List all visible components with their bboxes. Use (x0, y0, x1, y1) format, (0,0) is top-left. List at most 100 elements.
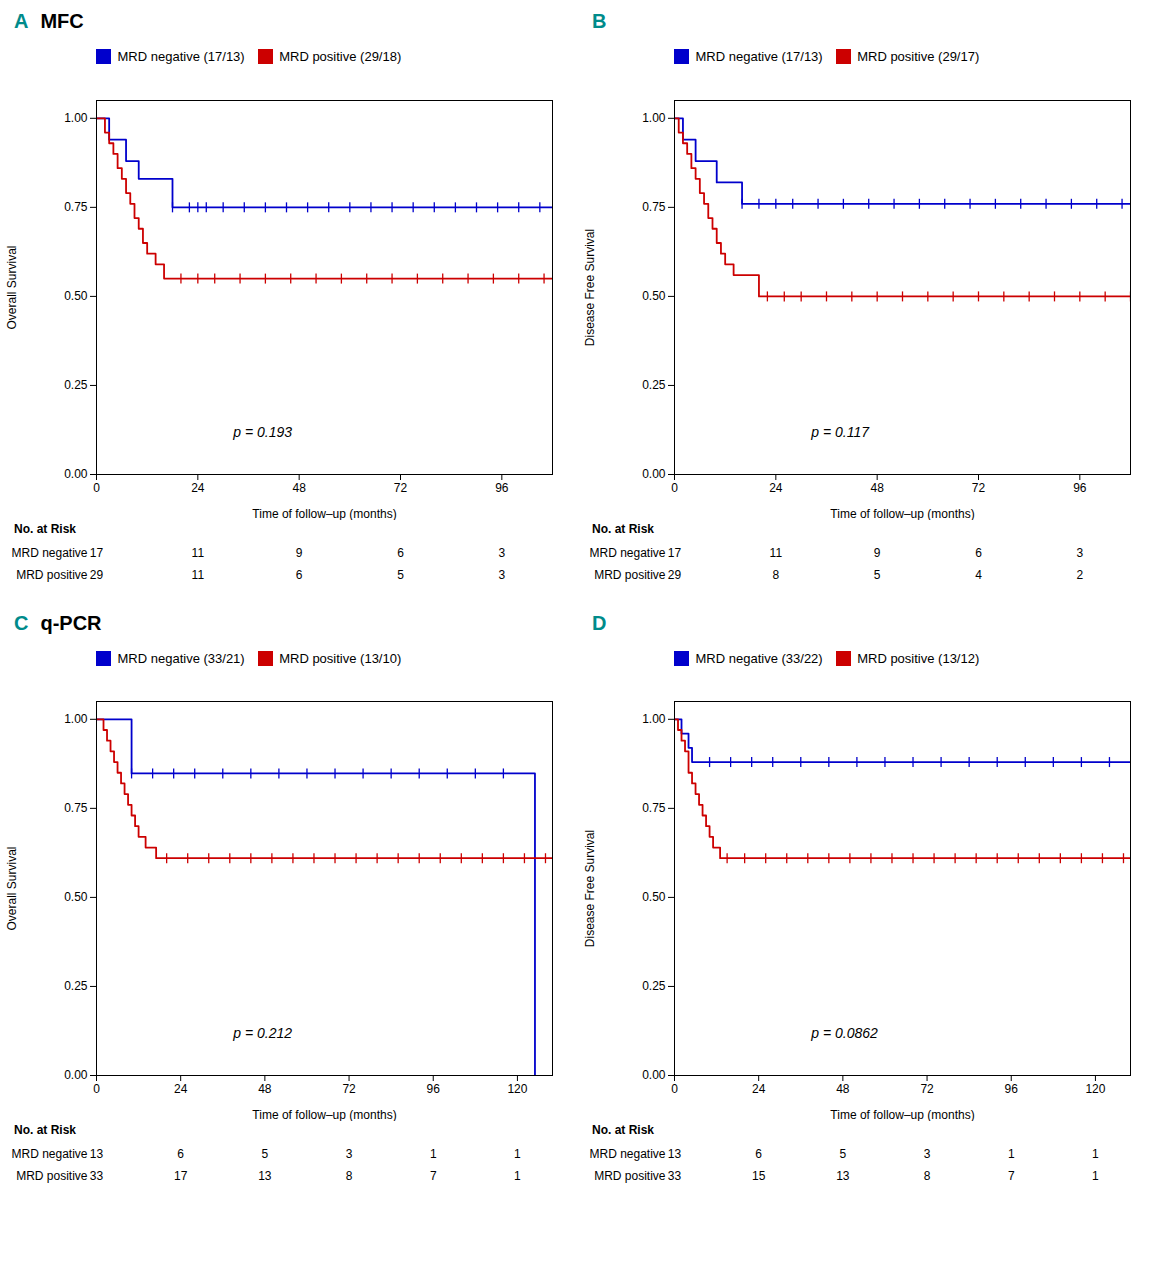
svg-text:17: 17 (668, 546, 682, 560)
svg-text:0.75: 0.75 (64, 200, 88, 214)
svg-text:5: 5 (397, 568, 404, 582)
svg-text:0.00: 0.00 (64, 1068, 88, 1082)
svg-text:9: 9 (296, 546, 303, 560)
svg-text:Disease Free Survival: Disease Free Survival (583, 228, 597, 345)
svg-text:0.25: 0.25 (642, 979, 666, 993)
svg-text:p = 0.212: p = 0.212 (232, 1025, 292, 1041)
svg-text:Time of follow–up (months): Time of follow–up (months) (830, 1108, 974, 1122)
svg-text:3: 3 (1076, 546, 1083, 560)
svg-text:11: 11 (192, 546, 205, 560)
svg-text:8: 8 (772, 568, 779, 582)
svg-text:96: 96 (427, 1082, 441, 1096)
svg-text:13: 13 (90, 1147, 104, 1161)
svg-text:Time of follow–up (months): Time of follow–up (months) (252, 1108, 396, 1122)
svg-text:72: 72 (972, 481, 986, 495)
svg-text:1.00: 1.00 (642, 111, 666, 125)
svg-text:48: 48 (836, 1082, 850, 1096)
svg-text:0.25: 0.25 (64, 378, 88, 392)
svg-text:3: 3 (498, 568, 505, 582)
svg-text:p = 0.193: p = 0.193 (232, 424, 292, 440)
svg-text:1.00: 1.00 (64, 111, 88, 125)
svg-text:6: 6 (975, 546, 982, 560)
svg-text:Time of follow–up (months): Time of follow–up (months) (830, 506, 974, 520)
svg-text:7: 7 (430, 1169, 437, 1183)
svg-text:8: 8 (924, 1169, 931, 1183)
svg-text:0.25: 0.25 (64, 979, 88, 993)
svg-text:MRD positive: MRD positive (594, 1169, 666, 1183)
svg-text:1: 1 (1092, 1147, 1099, 1161)
svg-text:MRD negative: MRD negative (11, 546, 87, 560)
svg-text:0.50: 0.50 (64, 890, 88, 904)
svg-text:0: 0 (93, 1082, 100, 1096)
svg-text:11: 11 (192, 568, 205, 582)
svg-text:17: 17 (90, 546, 104, 560)
svg-text:Overall Survival: Overall Survival (5, 846, 19, 930)
svg-text:48: 48 (870, 481, 884, 495)
svg-text:Time of follow–up (months): Time of follow–up (months) (252, 506, 396, 520)
svg-text:7: 7 (1008, 1169, 1015, 1183)
svg-text:4: 4 (975, 568, 982, 582)
svg-text:5: 5 (874, 568, 881, 582)
svg-text:120: 120 (507, 1082, 527, 1096)
svg-text:8: 8 (346, 1169, 353, 1183)
svg-text:0.00: 0.00 (64, 467, 88, 481)
svg-text:24: 24 (191, 481, 205, 495)
svg-text:0.50: 0.50 (642, 890, 666, 904)
svg-text:0: 0 (671, 481, 678, 495)
svg-text:MRD positive: MRD positive (594, 568, 666, 582)
svg-text:96: 96 (1005, 1082, 1019, 1096)
svg-text:29: 29 (90, 568, 104, 582)
svg-text:24: 24 (752, 1082, 766, 1096)
svg-text:96: 96 (1073, 481, 1087, 495)
svg-text:1: 1 (1008, 1147, 1015, 1161)
svg-text:MRD negative: MRD negative (589, 1147, 665, 1161)
svg-text:72: 72 (394, 481, 408, 495)
svg-text:48: 48 (292, 481, 306, 495)
svg-text:11: 11 (770, 546, 783, 560)
svg-text:13: 13 (836, 1169, 850, 1183)
svg-text:33: 33 (90, 1169, 104, 1183)
svg-text:Overall Survival: Overall Survival (5, 245, 19, 329)
svg-text:0.75: 0.75 (642, 200, 666, 214)
svg-text:6: 6 (397, 546, 404, 560)
svg-text:96: 96 (495, 481, 509, 495)
svg-text:MRD negative: MRD negative (11, 1147, 87, 1161)
svg-text:1.00: 1.00 (642, 712, 666, 726)
svg-text:24: 24 (174, 1082, 188, 1096)
svg-text:2: 2 (1076, 568, 1083, 582)
svg-text:0.75: 0.75 (642, 801, 666, 815)
svg-text:48: 48 (258, 1082, 272, 1096)
svg-text:0.00: 0.00 (642, 1068, 666, 1082)
svg-text:5: 5 (262, 1147, 269, 1161)
svg-text:0: 0 (93, 481, 100, 495)
svg-text:1: 1 (514, 1147, 521, 1161)
svg-text:p = 0.0862: p = 0.0862 (810, 1025, 878, 1041)
svg-text:p = 0.117: p = 0.117 (810, 424, 870, 440)
svg-text:Disease Free Survival: Disease Free Survival (583, 830, 597, 947)
svg-text:9: 9 (874, 546, 881, 560)
svg-text:29: 29 (668, 568, 682, 582)
svg-text:3: 3 (346, 1147, 353, 1161)
svg-text:6: 6 (296, 568, 303, 582)
svg-text:0.00: 0.00 (642, 467, 666, 481)
svg-text:120: 120 (1085, 1082, 1105, 1096)
svg-text:1.00: 1.00 (64, 712, 88, 726)
svg-text:MRD positive: MRD positive (16, 1169, 88, 1183)
svg-text:13: 13 (258, 1169, 272, 1183)
svg-text:72: 72 (342, 1082, 356, 1096)
svg-text:1: 1 (430, 1147, 437, 1161)
svg-text:MRD negative: MRD negative (589, 546, 665, 560)
svg-text:17: 17 (174, 1169, 188, 1183)
svg-text:33: 33 (668, 1169, 682, 1183)
svg-text:MRD positive: MRD positive (16, 568, 88, 582)
svg-text:0.25: 0.25 (642, 378, 666, 392)
svg-text:0.75: 0.75 (64, 801, 88, 815)
svg-text:0.50: 0.50 (64, 289, 88, 303)
svg-text:1: 1 (514, 1169, 521, 1183)
svg-text:5: 5 (840, 1147, 847, 1161)
svg-text:6: 6 (755, 1147, 762, 1161)
svg-text:13: 13 (668, 1147, 682, 1161)
svg-text:0.50: 0.50 (642, 289, 666, 303)
svg-text:15: 15 (752, 1169, 766, 1183)
svg-text:6: 6 (177, 1147, 184, 1161)
